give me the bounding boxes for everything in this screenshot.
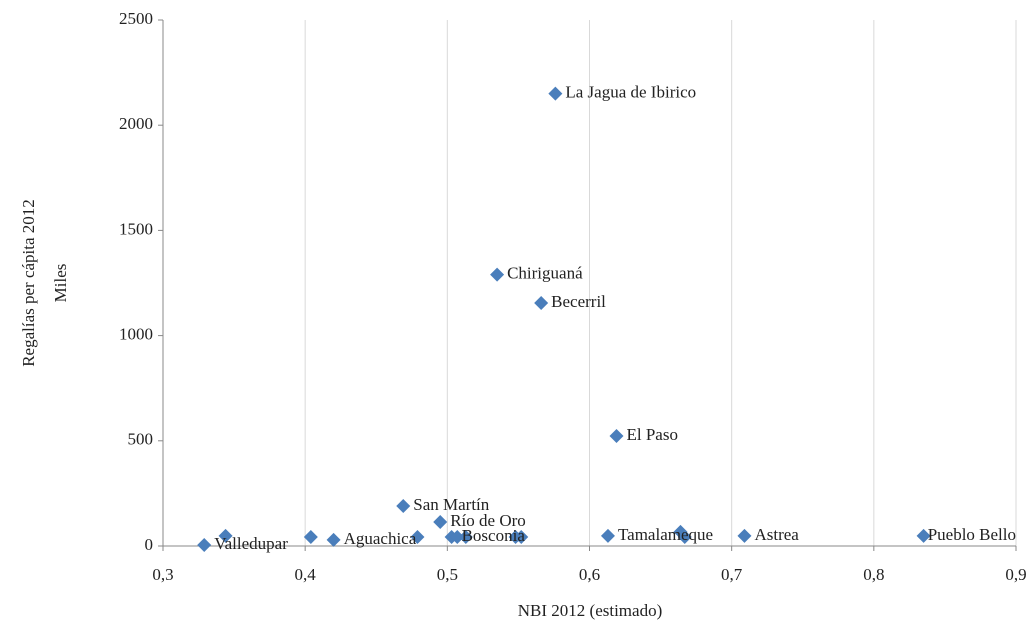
x-tick-label: 0,4 <box>295 565 317 584</box>
point <box>396 499 411 514</box>
y-tick-label: 2500 <box>119 9 153 28</box>
point-label: El Paso <box>627 425 678 444</box>
point <box>410 529 425 544</box>
point <box>458 529 473 544</box>
y-tick-label: 0 <box>145 535 154 554</box>
x-tick-label: 0,7 <box>721 565 743 584</box>
point-label: Aguachica <box>344 529 417 548</box>
y-tick-label: 2000 <box>119 114 153 133</box>
point-label: Río de Oro <box>450 511 526 530</box>
point-label: Bosconia <box>462 526 526 545</box>
y-tick-label: 1500 <box>119 219 153 238</box>
point <box>514 529 529 544</box>
point-label: Becerril <box>551 292 606 311</box>
y-axis-title: Miles <box>51 264 70 303</box>
point <box>916 528 931 543</box>
point-label: Valledupar <box>214 534 288 553</box>
point <box>534 295 549 310</box>
point-label: Pueblo Bello <box>928 525 1016 544</box>
x-tick-label: 0,8 <box>863 565 884 584</box>
y-tick-label: 500 <box>128 430 154 449</box>
point-label: Chiriguaná <box>507 263 583 282</box>
x-tick-label: 0,9 <box>1005 565 1026 584</box>
point-label: La Jagua de Ibirico <box>565 83 696 102</box>
point <box>326 532 341 547</box>
point <box>197 537 212 552</box>
point <box>548 86 563 101</box>
y-tick-label: 1000 <box>119 325 153 344</box>
point <box>490 267 505 282</box>
point <box>737 528 752 543</box>
x-axis-title: NBI 2012 (estimado) <box>518 601 662 620</box>
x-tick-label: 0,6 <box>579 565 600 584</box>
y-axis-title: Regalías per cápita 2012 <box>19 199 38 367</box>
point <box>600 528 615 543</box>
point <box>609 428 624 443</box>
point <box>218 528 233 543</box>
x-tick-label: 0,3 <box>152 565 173 584</box>
point-label: Astrea <box>754 525 799 544</box>
point-label: San Martín <box>413 495 490 514</box>
point <box>450 529 465 544</box>
point <box>303 529 318 544</box>
point <box>677 529 692 544</box>
point <box>433 515 448 530</box>
x-tick-label: 0,5 <box>437 565 458 584</box>
point-label: Tamalameque <box>618 525 713 544</box>
